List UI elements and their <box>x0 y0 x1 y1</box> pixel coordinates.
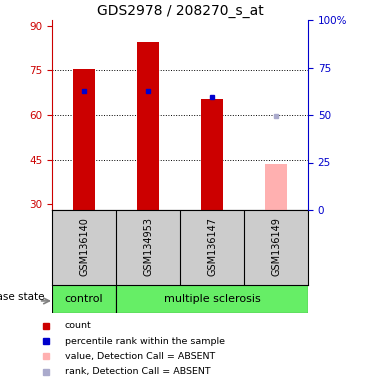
Text: percentile rank within the sample: percentile rank within the sample <box>65 336 225 346</box>
Bar <box>116 285 308 313</box>
Bar <box>73 69 95 210</box>
Text: disease state: disease state <box>0 292 44 302</box>
Title: GDS2978 / 208270_s_at: GDS2978 / 208270_s_at <box>97 3 263 18</box>
Text: rank, Detection Call = ABSENT: rank, Detection Call = ABSENT <box>65 367 210 376</box>
Text: GSM136149: GSM136149 <box>271 217 281 276</box>
Text: multiple sclerosis: multiple sclerosis <box>164 294 260 304</box>
Text: GSM136140: GSM136140 <box>79 217 89 276</box>
Text: GSM134953: GSM134953 <box>143 217 153 276</box>
Text: GSM136147: GSM136147 <box>207 217 217 276</box>
Bar <box>265 164 287 210</box>
Bar <box>201 99 223 210</box>
Bar <box>137 42 159 210</box>
Text: count: count <box>65 321 91 330</box>
Text: control: control <box>65 294 103 304</box>
Bar <box>52 285 116 313</box>
Text: value, Detection Call = ABSENT: value, Detection Call = ABSENT <box>65 352 215 361</box>
